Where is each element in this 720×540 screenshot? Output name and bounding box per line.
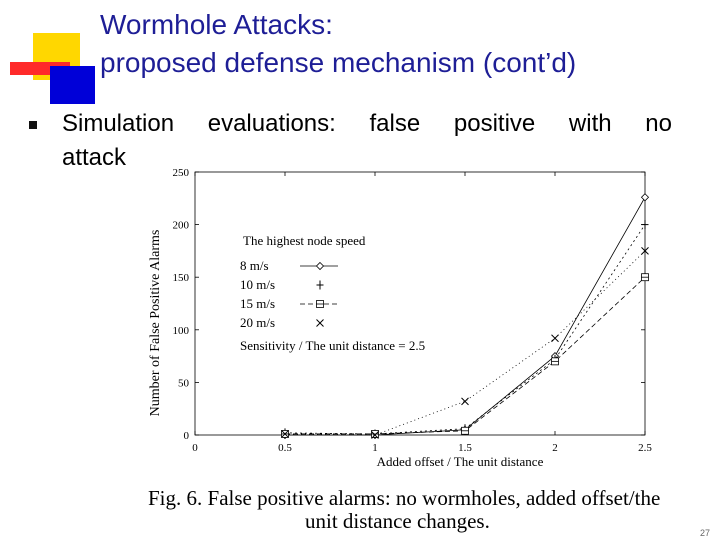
chart-legend: The highest node speed 8 m/s 10 m/s 15 m/s 2…: [240, 233, 425, 353]
x-tick-label: 2.5: [638, 442, 652, 454]
y-tick-label: 50: [178, 377, 190, 389]
x-tick-label: 0: [192, 442, 198, 454]
bullet-text-line2: attack: [62, 144, 127, 171]
data-point: [641, 247, 649, 255]
y-tick-label: 0: [184, 430, 190, 442]
y-tick-label: 200: [173, 220, 190, 232]
bullet-marker: [29, 121, 37, 129]
false-positive-chart: 0 0.5 1 1.5 2 2.5 0 50 100 150 200 250 The highest …: [148, 167, 652, 469]
data-point: [461, 397, 469, 406]
data-point: [640, 193, 650, 202]
chart-series: [280, 193, 650, 440]
plot-frame: [194, 171, 646, 436]
series-1: [281, 220, 649, 439]
series-line: [285, 276, 646, 435]
page-number: 27: [700, 528, 711, 538]
series-3: [281, 247, 649, 439]
legend-title: The highest node speed: [243, 233, 366, 248]
legend-label: 15 m/s: [240, 296, 275, 311]
data-point: [551, 357, 559, 366]
legend-label: 10 m/s: [240, 277, 275, 292]
y-tick-label: 150: [173, 272, 190, 284]
bullet-text-line1: Simulation evaluations: false positive w…: [62, 110, 672, 137]
legend-marker: [316, 300, 324, 308]
legend-label: 20 m/s: [240, 315, 275, 330]
data-point: [281, 430, 289, 438]
figure-caption-line1: Fig. 6. False positive alarms: no wormho…: [148, 486, 661, 510]
legend-marker: [315, 261, 325, 271]
legend-marker: [316, 319, 324, 327]
x-axis-label: Added offset / The unit distance: [377, 454, 544, 469]
series-2: [281, 273, 649, 438]
series-line: [284, 250, 646, 436]
data-point: [551, 334, 559, 343]
chart-axes: [194, 171, 646, 436]
series-line: [284, 224, 646, 435]
x-tick-label: 0.5: [278, 442, 292, 454]
slide-title: Wormhole Attacks: proposed defense mecha…: [100, 9, 577, 78]
x-tick-label: 2: [552, 442, 558, 454]
y-tick-label: 250: [173, 167, 190, 179]
data-point: [461, 426, 469, 435]
legend-marker: [316, 280, 324, 290]
y-axis-label: Number of False Positive Alarms: [148, 230, 163, 417]
data-point: [371, 431, 379, 439]
figure-caption-line2: unit distance changes.: [305, 509, 490, 533]
legend-note: Sensitivity / The unit distance = 2.5: [240, 338, 425, 353]
legend-label: 8 m/s: [240, 258, 269, 273]
x-tick-label: 1.5: [458, 442, 472, 454]
data-point: [641, 273, 649, 282]
decor-blue-square: [50, 66, 95, 104]
y-tick-label: 100: [173, 325, 190, 337]
data-point: [641, 220, 649, 230]
x-tick-label: 1: [372, 442, 378, 454]
